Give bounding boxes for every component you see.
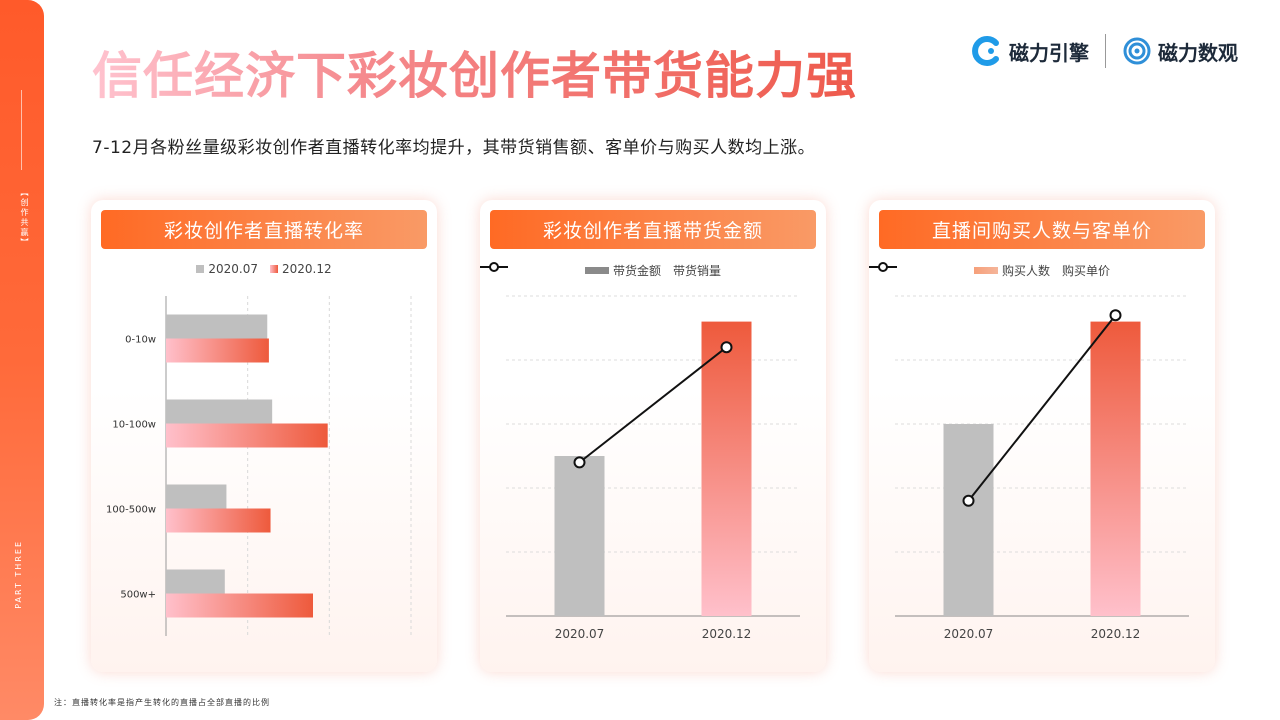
sales-amount-panel: 彩妆创作者直播带货金额 带货金额 带货销量 2020.07 2020.12 — [480, 200, 826, 672]
bar-2020.12 — [1090, 321, 1141, 616]
sidebar-section-tag: 【创作共赢】 — [20, 188, 29, 248]
category-label: 100-500w — [106, 505, 156, 516]
logo-separator — [1105, 34, 1106, 68]
bar-2020-07 — [166, 484, 227, 509]
line-series — [967, 314, 1117, 502]
legend-label: 购买单价 — [1062, 264, 1111, 278]
bar-2020-07 — [166, 314, 268, 339]
panel-header: 直播间购买人数与客单价 — [879, 210, 1205, 249]
category-label: 10-100w — [112, 420, 156, 431]
logo-group: 磁力引擎 磁力数观 — [969, 34, 1238, 68]
bar-2020-07 — [166, 399, 273, 424]
legend-item: 带货销量 — [480, 262, 722, 279]
logo-left-text: 磁力引擎 — [1009, 40, 1089, 65]
legend-label: 购买人数 — [1001, 264, 1050, 278]
bar-2020-12 — [166, 508, 271, 533]
bar-2020.07 — [943, 424, 994, 616]
legend-label: 带货金额 — [612, 264, 661, 278]
line-point — [962, 494, 975, 507]
legend-label: 2020.12 — [282, 262, 332, 276]
cili-engine-logo: 磁力引擎 — [969, 34, 1089, 68]
bar-2020.12 — [701, 321, 752, 616]
bar-2020-12 — [166, 593, 313, 618]
bar-2020-12 — [166, 338, 269, 363]
cili-shuguan-icon — [1123, 37, 1151, 65]
line-point — [573, 456, 586, 469]
sidebar-divider — [21, 90, 22, 170]
legend-label: 2020.07 — [208, 262, 258, 276]
bar-2020-07 — [166, 569, 225, 594]
x-tick-label: 2020.07 — [555, 627, 605, 641]
sidebar-part-label: PART THREE — [14, 540, 23, 609]
x-tick-label: 2020.07 — [944, 627, 994, 641]
buyers-price-panel: 直播间购买人数与客单价 购买人数 购买单价 2020.07 2020.12 — [869, 200, 1215, 672]
bar-2020-12 — [166, 423, 328, 448]
legend-item: 带货金额 — [584, 262, 661, 279]
legend-label: 带货销量 — [673, 264, 722, 278]
buyers-price-chart: 2020.07 2020.12 — [895, 295, 1189, 641]
panel-header: 彩妆创作者直播带货金额 — [490, 210, 816, 249]
conversion-rate-panel: 彩妆创作者直播转化率 2020.07 2020.12 0-10w 10-100w 1… — [91, 200, 437, 672]
conversion-rate-chart: 0-10w 10-100w 100-500w 500w+ — [106, 296, 412, 636]
legend-item: 2020.07 — [196, 262, 258, 276]
logo-right-text: 磁力数观 — [1158, 40, 1238, 65]
sales-amount-chart: 2020.07 2020.12 — [506, 295, 800, 641]
category-label: 500w+ — [120, 590, 156, 601]
legend-item: 购买单价 — [869, 262, 1111, 279]
line-point — [720, 341, 733, 354]
chart-legend: 购买人数 购买单价 — [869, 262, 1215, 279]
legend-swatch — [196, 265, 205, 273]
legend-swatch — [270, 265, 278, 273]
legend-swatch — [584, 267, 609, 274]
chart-legend: 2020.07 2020.12 — [91, 262, 437, 276]
line-point — [1109, 309, 1122, 322]
cili-engine-icon — [972, 36, 999, 66]
x-tick-label: 2020.12 — [702, 627, 752, 641]
legend-line-marker — [480, 262, 508, 272]
category-label: 0-10w — [125, 335, 156, 346]
legend-line-marker — [869, 262, 897, 272]
line-series — [578, 346, 728, 464]
footnote: 注：直播转化率是指产生转化的直播占全部直播的比例 — [54, 698, 270, 707]
x-tick-label: 2020.12 — [1091, 627, 1141, 641]
page-title: 信任经济下彩妆创作者带货能力强 — [92, 36, 857, 108]
panel-header: 彩妆创作者直播转化率 — [101, 210, 427, 249]
legend-item: 购买人数 — [973, 262, 1050, 279]
page-subtitle: 7-12月各粉丝量级彩妆创作者直播转化率均提升，其带货销售额、客单价与购买人数均… — [92, 138, 816, 158]
sidebar: 【创作共赢】 PART THREE — [0, 0, 44, 720]
chart-legend: 带货金额 带货销量 — [480, 262, 826, 279]
bar-2020.07 — [554, 456, 605, 616]
legend-item: 2020.12 — [270, 262, 332, 276]
cili-shuguan-logo: 磁力数观 — [1122, 36, 1238, 66]
legend-swatch — [973, 267, 998, 274]
